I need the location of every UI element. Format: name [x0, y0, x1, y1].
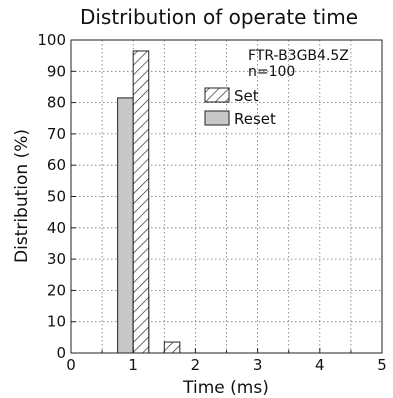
bars [117, 50, 181, 354]
legend-reset-label: Reset [234, 110, 276, 128]
y-tick-label: 30 [47, 250, 66, 268]
chart-title: Distribution of operate time [80, 5, 358, 29]
y-tick-label: 80 [47, 94, 66, 112]
y-axis-label: Distribution (%) [12, 129, 32, 263]
x-axis-label: Time (ms) [182, 378, 269, 398]
legend-set-swatch [204, 87, 230, 103]
sample-size-annotation: n=100 [248, 64, 295, 80]
y-tick-label: 90 [47, 62, 66, 80]
bar-set [132, 50, 150, 354]
y-tick-label: 0 [56, 344, 66, 362]
x-tick-label: 5 [377, 356, 387, 374]
bar-reset [117, 97, 134, 354]
x-tick-label: 3 [253, 356, 263, 374]
y-tick-label: 100 [37, 31, 66, 49]
x-tick-label: 2 [191, 356, 201, 374]
x-tick-label: 4 [315, 356, 325, 374]
y-tick-label: 40 [47, 219, 66, 237]
annotations: FTR-B3GB4.5Zn=100 [248, 48, 349, 80]
y-tick-label: 10 [47, 313, 66, 331]
legend-reset-swatch [204, 110, 230, 126]
bar-set [163, 341, 181, 354]
legend-set-label: Set [234, 87, 259, 105]
y-tick-label: 60 [47, 156, 66, 174]
model-annotation: FTR-B3GB4.5Z [248, 48, 349, 64]
y-tick-label: 20 [47, 281, 66, 299]
y-tick-label: 70 [47, 125, 66, 143]
y-tick-label: 50 [47, 188, 66, 206]
x-tick-label: 0 [66, 356, 76, 374]
legend: Set Reset [204, 87, 276, 128]
x-tick-label: 1 [128, 356, 138, 374]
